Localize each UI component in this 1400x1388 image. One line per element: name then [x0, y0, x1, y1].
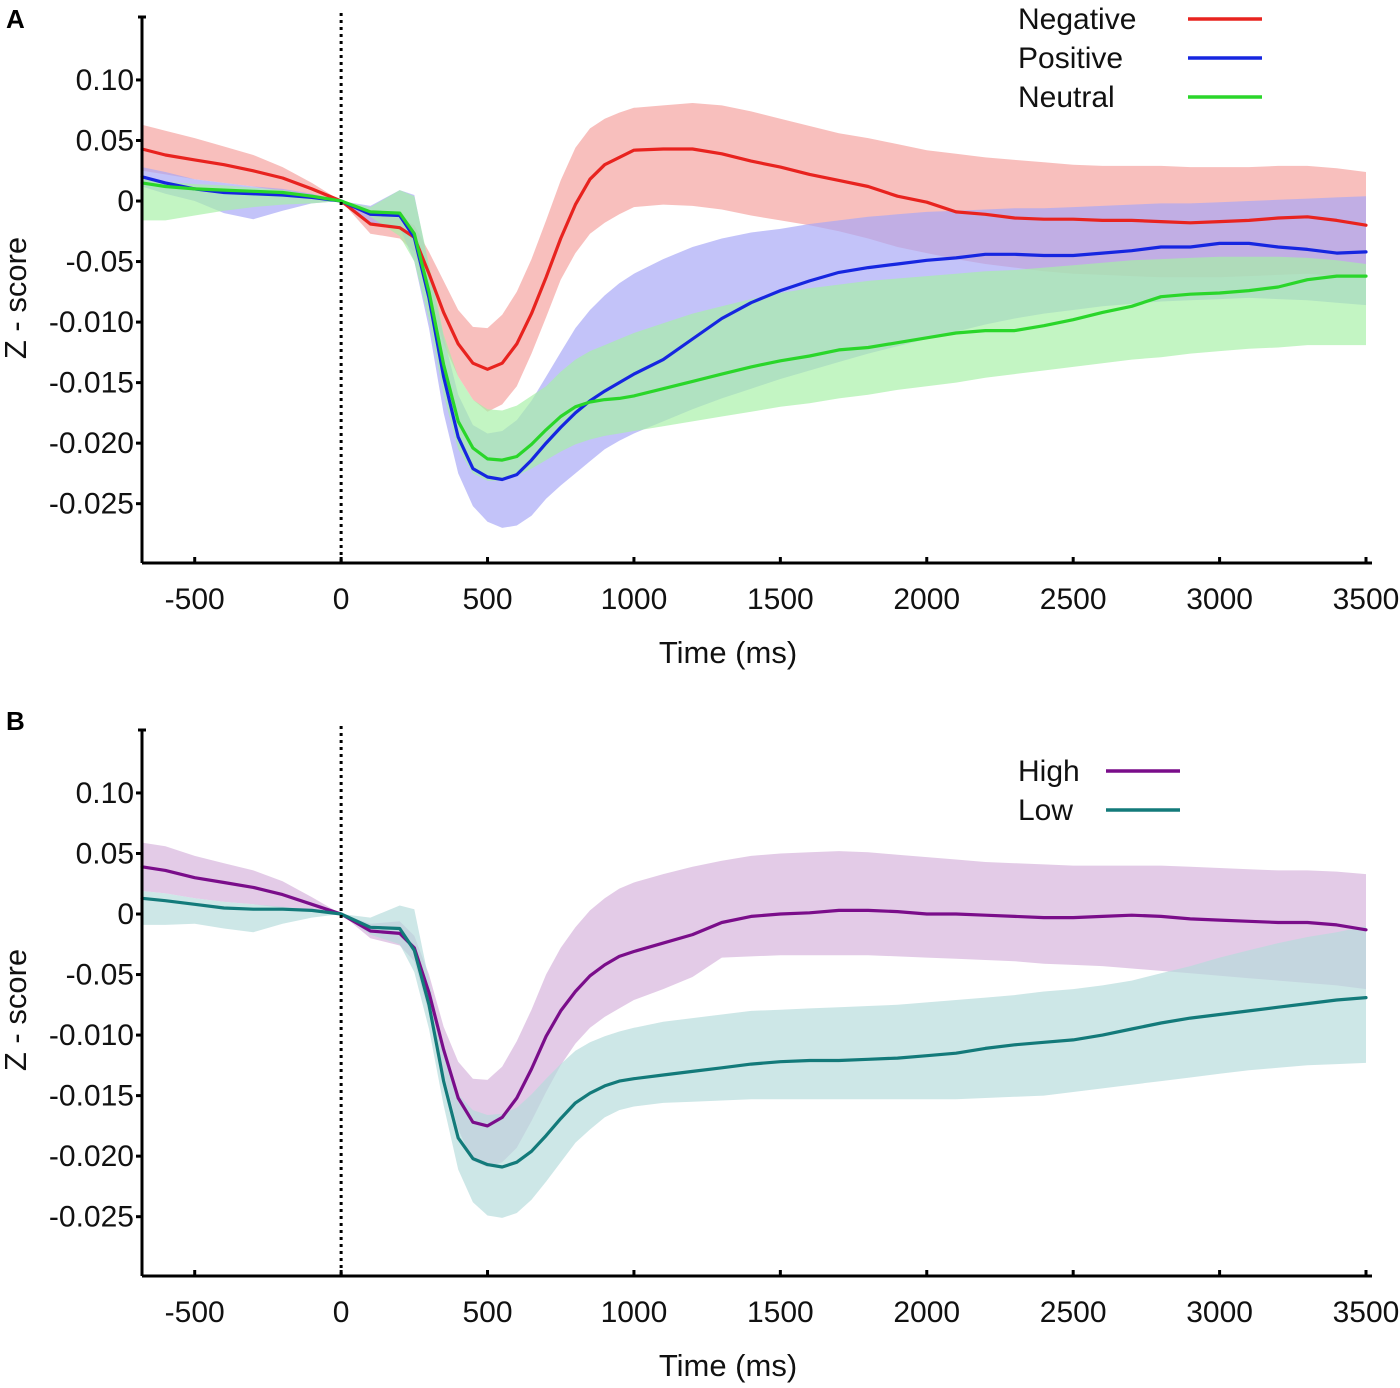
panel-a-y-tick-label: -0.025: [49, 488, 134, 521]
panel-b-x-tick-label: 500: [462, 1296, 512, 1329]
panel-a-x-tick-label: 3000: [1186, 583, 1253, 616]
panel-b-y-tick-label: -0.025: [49, 1201, 134, 1234]
panel-b-x-tick-label: 1000: [601, 1296, 668, 1329]
panel-a-y-tick-label: 0: [117, 185, 134, 218]
panel-a-bands: [142, 103, 1366, 528]
panel-b-y-tick-label: -0.05: [66, 959, 134, 992]
panel-a-line-positive: [140, 175, 1368, 482]
panel-a-axes: [138, 15, 1372, 565]
panel-b-line-high: [140, 865, 1368, 1128]
panel-a-x-tick-label: 1000: [601, 583, 668, 616]
panel-b-y-tick-label: 0.05: [76, 837, 134, 870]
panel-b-y-tick-label: -0.010: [49, 1019, 134, 1052]
panel-b-line-low: [140, 896, 1368, 1169]
panel-a-line-negative: [140, 147, 1368, 371]
panel-b: B 0.10 0.05 0 -0.05 -0.010 -0.015 -0.020 -0.025…: [0, 706, 1399, 1383]
panel-a-y-tick-label: -0.020: [49, 427, 134, 460]
panel-b-x-tick-label: 3000: [1186, 1296, 1253, 1329]
panel-b-y-axis-label: Z - score: [0, 949, 33, 1071]
panel-a-band-neutral: [142, 178, 1366, 481]
panel-a-legend-label-negative: Negative: [1018, 3, 1136, 36]
panel-a: A 0.10 0.05 0 -0.05 -0.010 -0.015 -0.020 -0.025…: [0, 3, 1399, 670]
panel-b-lines: [140, 865, 1368, 1169]
panel-b-x-tick-label: 2500: [1040, 1296, 1107, 1329]
panel-a-x-tick-label: 2000: [893, 583, 960, 616]
panel-a-y-tick-label: 0.05: [76, 124, 134, 157]
panel-b-x-tick-label: 2000: [893, 1296, 960, 1329]
panel-b-legend: High Low: [1018, 755, 1180, 827]
panel-b-x-tick-label: -500: [165, 1296, 225, 1329]
panel-a-legend: Negative Positive Neutral: [1018, 3, 1262, 114]
panel-b-legend-label-low: Low: [1018, 794, 1073, 827]
panel-a-legend-label-neutral: Neutral: [1018, 81, 1115, 114]
panel-a-x-tick-label: -500: [165, 583, 225, 616]
panel-a-y-tick-label: -0.010: [49, 306, 134, 339]
panel-a-ticks: 0.10 0.05 0 -0.05 -0.010 -0.015 -0.020 -0.025 -5…: [49, 64, 1399, 616]
panel-b-y-tick-label: -0.020: [49, 1140, 134, 1173]
panel-b-bands: [142, 842, 1366, 1218]
panel-a-x-tick-label: 500: [462, 583, 512, 616]
panel-a-y-tick-label: -0.015: [49, 367, 134, 400]
panel-a-x-tick-label: 1500: [747, 583, 814, 616]
panel-a-legend-label-positive: Positive: [1018, 42, 1123, 75]
panel-b-y-tick-label: 0: [117, 898, 134, 931]
panel-a-lines: [140, 147, 1368, 482]
panel-b-x-tick-label: 1500: [747, 1296, 814, 1329]
panel-b-y-tick-label: -0.015: [49, 1080, 134, 1113]
panel-a-x-tick-label: 2500: [1040, 583, 1107, 616]
panel-b-x-axis-label: Time (ms): [659, 1348, 797, 1383]
panel-a-x-tick-label: 3500: [1333, 583, 1400, 616]
panel-b-letter: B: [6, 706, 25, 736]
panel-b-band-low: [142, 891, 1366, 1218]
panel-a-line-neutral: [140, 181, 1368, 462]
panel-a-letter: A: [6, 4, 25, 34]
panel-b-x-tick-label: 0: [333, 1296, 350, 1329]
panel-b-axes: [138, 728, 1372, 1278]
panel-a-x-axis-label: Time (ms): [659, 635, 797, 670]
panel-a-y-axis-label: Z - score: [0, 237, 33, 359]
panel-b-y-tick-label: 0.10: [76, 777, 134, 810]
panel-a-y-tick-label: 0.10: [76, 64, 134, 97]
panel-b-legend-label-high: High: [1018, 755, 1080, 788]
panel-b-ticks: 0.10 0.05 0 -0.05 -0.010 -0.015 -0.020 -0.025 -5…: [49, 777, 1399, 1329]
panel-a-x-tick-label: 0: [333, 583, 350, 616]
panel-b-x-tick-label: 3500: [1333, 1296, 1400, 1329]
panel-a-y-tick-label: -0.05: [66, 246, 134, 279]
panel-a-band-negative: [142, 103, 1366, 412]
